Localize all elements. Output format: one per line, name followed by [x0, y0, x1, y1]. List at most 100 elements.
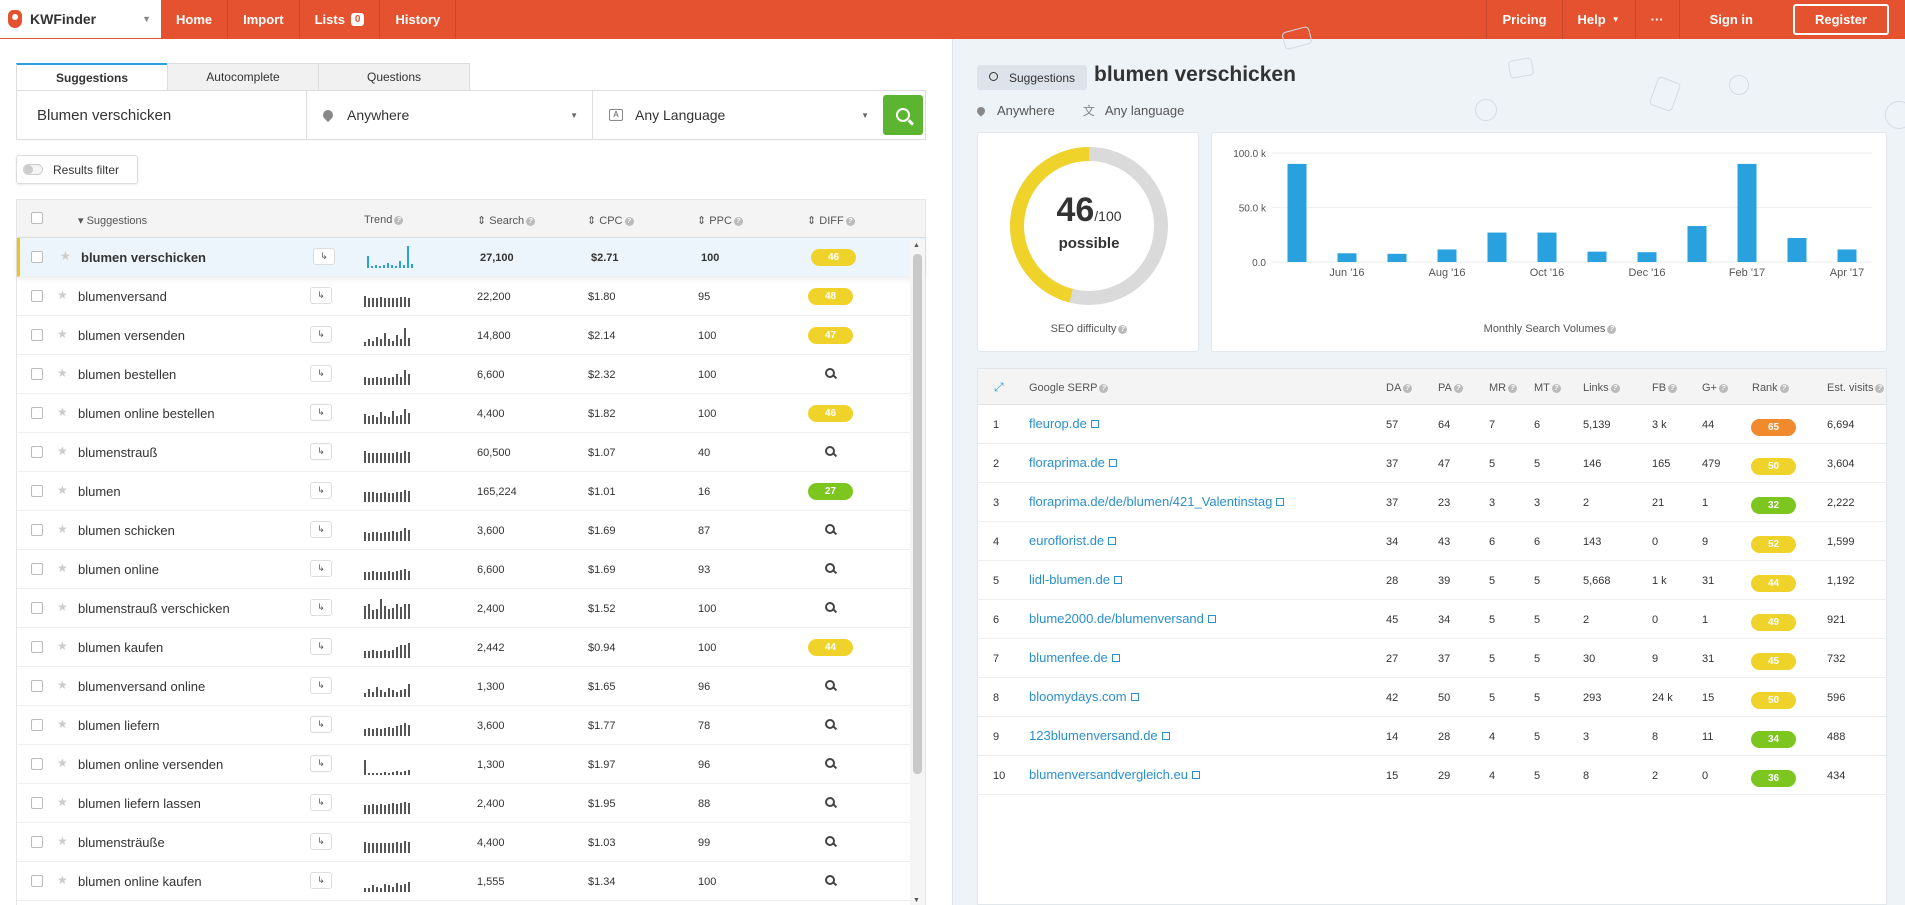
tab-autocomplete[interactable]: Autocomplete [167, 63, 319, 90]
keyword-row[interactable]: ★ blumen ↳ 165,224 $1.01 16 27 [17, 472, 925, 511]
nav-lists[interactable]: Lists 0 [300, 0, 381, 39]
location-select[interactable]: Anywhere ▼ [307, 91, 593, 139]
volume-bar[interactable] [1537, 232, 1557, 262]
volume-bar[interactable] [1787, 238, 1807, 262]
volume-bar[interactable] [1837, 249, 1857, 262]
nav-more[interactable]: ··· [1634, 0, 1679, 39]
keyword-row[interactable]: ★ blumen online kaufen ↳ 1,555 $1.34 100 [17, 862, 925, 901]
nav-history[interactable]: History [380, 0, 457, 39]
help-icon[interactable]: ? [1607, 325, 1617, 334]
language-select[interactable]: A Any Language ▼ [593, 91, 883, 139]
row-checkbox[interactable] [31, 836, 43, 848]
col-rank[interactable]: Rank? [1752, 382, 1789, 394]
keyword-row[interactable]: ★ blumen online ↳ 6,600 $1.69 93 [17, 550, 925, 589]
volume-bar[interactable] [1687, 226, 1707, 262]
favorite-star-icon[interactable]: ★ [57, 600, 68, 614]
nav-home[interactable]: Home [161, 0, 229, 39]
results-filter-toggle[interactable]: Results filter [16, 155, 138, 184]
col-diff[interactable]: ⇕ DIFF? [807, 214, 855, 227]
row-checkbox[interactable] [31, 719, 43, 731]
favorite-star-icon[interactable]: ★ [57, 483, 68, 497]
use-keyword-icon[interactable]: ↳ [310, 404, 332, 421]
keyword-input[interactable]: Blumen verschicken [17, 91, 307, 139]
use-keyword-icon[interactable]: ↳ [310, 443, 332, 460]
register-button[interactable]: Register [1792, 4, 1889, 35]
use-keyword-icon[interactable]: ↳ [310, 599, 332, 616]
serp-url-link[interactable]: blumenversandvergleich.eu [1029, 767, 1200, 782]
scroll-up-icon[interactable]: ▲ [913, 242, 920, 249]
check-difficulty-icon[interactable] [825, 680, 835, 690]
check-difficulty-icon[interactable] [825, 836, 835, 846]
favorite-star-icon[interactable]: ★ [57, 366, 68, 380]
col-da[interactable]: DA? [1386, 382, 1413, 394]
col-pa[interactable]: PA? [1438, 382, 1463, 394]
favorite-star-icon[interactable]: ★ [57, 522, 68, 536]
use-keyword-icon[interactable]: ↳ [310, 794, 332, 811]
row-checkbox[interactable] [31, 641, 43, 653]
use-keyword-icon[interactable]: ↳ [310, 677, 332, 694]
favorite-star-icon[interactable]: ★ [57, 795, 68, 809]
col-cpc[interactable]: ⇕ CPC? [587, 214, 634, 227]
use-keyword-icon[interactable]: ↳ [310, 638, 332, 655]
volume-bar[interactable] [1637, 252, 1657, 262]
use-keyword-icon[interactable]: ↳ [310, 872, 332, 889]
volume-bar[interactable] [1287, 163, 1307, 262]
serp-url-link[interactable]: euroflorist.de [1029, 533, 1117, 548]
col-est-visits[interactable]: Est. visits? [1827, 382, 1885, 394]
favorite-star-icon[interactable]: ★ [57, 873, 68, 887]
volume-bar[interactable] [1437, 249, 1457, 262]
check-difficulty-icon[interactable] [825, 563, 835, 573]
row-checkbox[interactable] [31, 602, 43, 614]
serp-url-link[interactable]: floraprima.de/de/blumen/421_Valentinstag [1029, 494, 1285, 509]
serp-url-link[interactable]: 123blumenversand.de [1029, 728, 1170, 743]
scroll-thumb[interactable] [913, 254, 922, 774]
check-difficulty-icon[interactable] [825, 524, 835, 534]
favorite-star-icon[interactable]: ★ [57, 327, 68, 341]
check-difficulty-icon[interactable] [825, 875, 835, 885]
nav-pricing[interactable]: Pricing [1486, 0, 1561, 39]
row-checkbox[interactable] [31, 290, 43, 302]
volume-bar[interactable] [1587, 251, 1607, 262]
check-difficulty-icon[interactable] [825, 368, 835, 378]
check-difficulty-icon[interactable] [825, 758, 835, 768]
row-checkbox[interactable] [31, 797, 43, 809]
row-checkbox[interactable] [31, 875, 43, 887]
check-difficulty-icon[interactable] [825, 602, 835, 612]
row-checkbox[interactable] [31, 680, 43, 692]
serp-url-link[interactable]: blume2000.de/blumenversand [1029, 611, 1216, 626]
use-keyword-icon[interactable]: ↳ [310, 326, 332, 343]
row-checkbox[interactable] [31, 329, 43, 341]
use-keyword-icon[interactable]: ↳ [313, 248, 335, 265]
keyword-row[interactable]: ★ blumen online bestellen ↳ 4,400 $1.82 100 46 [17, 394, 925, 433]
check-difficulty-icon[interactable] [825, 719, 835, 729]
favorite-star-icon[interactable]: ★ [60, 249, 71, 263]
row-checkbox[interactable] [31, 758, 43, 770]
keyword-scrollbar[interactable]: ▲ ▼ [910, 240, 925, 905]
check-difficulty-icon[interactable] [825, 446, 835, 456]
col-suggestions[interactable]: ▾ Suggestions [78, 215, 148, 227]
keyword-row[interactable]: ★ blumenstrauß verschicken ↳ 2,400 $1.52 100 [17, 589, 925, 628]
serp-url-link[interactable]: floraprima.de [1029, 455, 1117, 470]
tab-questions[interactable]: Questions [318, 63, 470, 90]
volume-bar[interactable] [1737, 163, 1757, 262]
row-checkbox[interactable] [31, 446, 43, 458]
serp-url-link[interactable]: fleurop.de [1029, 416, 1099, 431]
row-checkbox[interactable] [31, 407, 43, 419]
row-checkbox[interactable] [31, 251, 43, 263]
favorite-star-icon[interactable]: ★ [57, 405, 68, 419]
favorite-star-icon[interactable]: ★ [57, 444, 68, 458]
nav-import[interactable]: Import [228, 0, 300, 39]
help-icon[interactable]: ? [1118, 325, 1128, 334]
use-keyword-icon[interactable]: ↳ [310, 755, 332, 772]
nav-sign-in[interactable]: Sign in [1678, 0, 1783, 39]
check-difficulty-icon[interactable] [825, 797, 835, 807]
row-checkbox[interactable] [31, 524, 43, 536]
use-keyword-icon[interactable]: ↳ [310, 365, 332, 382]
keyword-row[interactable]: ★ blumen verschicken ↳ 27,100 $2.71 100 46 [17, 238, 925, 277]
col-ppc[interactable]: ⇕ PPC? [697, 214, 743, 227]
col-trend[interactable]: Trend? [364, 214, 404, 226]
keyword-row[interactable]: ★ blumen kaufen ↳ 2,442 $0.94 100 44 [17, 628, 925, 667]
serp-url-link[interactable]: lidl-blumen.de [1029, 572, 1122, 587]
favorite-star-icon[interactable]: ★ [57, 834, 68, 848]
keyword-row[interactable]: ★ blumen liefern lassen ↳ 2,400 $1.95 88 [17, 784, 925, 823]
